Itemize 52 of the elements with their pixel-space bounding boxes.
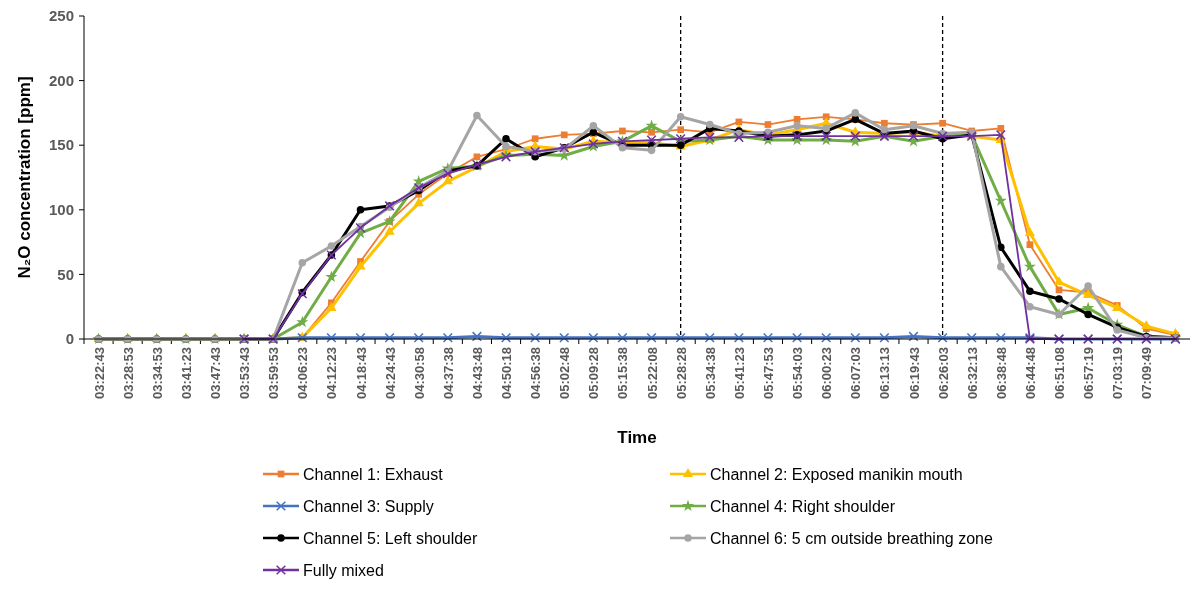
x-tick-label: 03:28:53 bbox=[120, 347, 136, 400]
y-tick-label: 150 bbox=[48, 136, 74, 154]
x-tick-label: 05:22:08 bbox=[644, 347, 660, 400]
x-tick-label: 06:07:03 bbox=[848, 347, 864, 400]
x-tick-label: 06:51:08 bbox=[1052, 347, 1068, 400]
x-tick-label: 06:38:48 bbox=[993, 347, 1009, 400]
x-tick-label: 06:44:48 bbox=[1022, 347, 1038, 400]
x-tick-label: 06:13:13 bbox=[877, 347, 893, 400]
x-tick-label: 07:09:49 bbox=[1139, 347, 1155, 400]
x-tick-label: 06:19:43 bbox=[906, 347, 922, 400]
x-tick-label: 04:06:23 bbox=[295, 347, 311, 400]
x-tick-label: 05:47:53 bbox=[760, 347, 776, 400]
y-tick-label: 250 bbox=[48, 7, 74, 25]
x-tick-label: 04:12:23 bbox=[324, 347, 340, 400]
x-tick-label: 06:32:13 bbox=[964, 347, 980, 400]
x-tick-label: 05:02:48 bbox=[557, 347, 573, 400]
legend-label: Fully mixed bbox=[303, 561, 384, 579]
x-tick-label: 03:47:43 bbox=[207, 347, 223, 400]
x-tick-label: 04:50:18 bbox=[499, 347, 515, 400]
x-tick-label: 06:26:03 bbox=[935, 347, 951, 400]
legend-label: Channel 3: Supply bbox=[303, 497, 434, 515]
x-tick-label: 04:56:38 bbox=[528, 347, 544, 400]
x-tick-label: 04:43:48 bbox=[469, 347, 485, 400]
legend-label: Channel 6: 5 cm outside breathing zone bbox=[710, 529, 993, 547]
x-tick-label: 05:28:28 bbox=[673, 347, 689, 400]
legend-label: Channel 5: Left shoulder bbox=[303, 529, 479, 547]
x-tick-label: 04:37:38 bbox=[440, 347, 456, 400]
y-tick-label: 0 bbox=[65, 330, 74, 348]
x-tick-label: 05:34:38 bbox=[702, 347, 718, 400]
x-tick-label: 04:30:58 bbox=[411, 347, 427, 400]
x-tick-label: 05:41:23 bbox=[731, 347, 747, 400]
x-tick-label: 05:54:03 bbox=[790, 347, 806, 400]
y-tick-label: 200 bbox=[48, 71, 74, 89]
y-axis-title: N₂O concentration [ppm] bbox=[15, 76, 34, 279]
x-tick-label: 05:09:28 bbox=[586, 347, 602, 400]
x-tick-label: 03:22:43 bbox=[91, 347, 107, 400]
x-tick-label: 06:00:23 bbox=[819, 347, 835, 400]
legend-label: Channel 4: Right shoulder bbox=[710, 497, 896, 515]
x-tick-label: 03:59:53 bbox=[266, 347, 282, 400]
x-tick-label: 03:41:23 bbox=[178, 347, 194, 400]
x-tick-label: 06:57:19 bbox=[1081, 347, 1097, 400]
x-axis-title: Time bbox=[617, 428, 657, 447]
legend-label: Channel 1: Exhaust bbox=[303, 465, 444, 483]
x-tick-label: 05:15:38 bbox=[615, 347, 631, 400]
y-tick-label: 100 bbox=[48, 201, 74, 219]
x-tick-label: 04:18:43 bbox=[353, 347, 369, 400]
legend-label: Channel 2: Exposed manikin mouth bbox=[710, 465, 963, 483]
x-tick-label: 07:03:19 bbox=[1110, 347, 1126, 400]
x-tick-label: 03:34:53 bbox=[149, 347, 165, 400]
x-tick-label: 04:24:43 bbox=[382, 347, 398, 400]
y-tick-label: 50 bbox=[57, 265, 74, 283]
x-tick-label: 03:53:43 bbox=[237, 347, 253, 400]
